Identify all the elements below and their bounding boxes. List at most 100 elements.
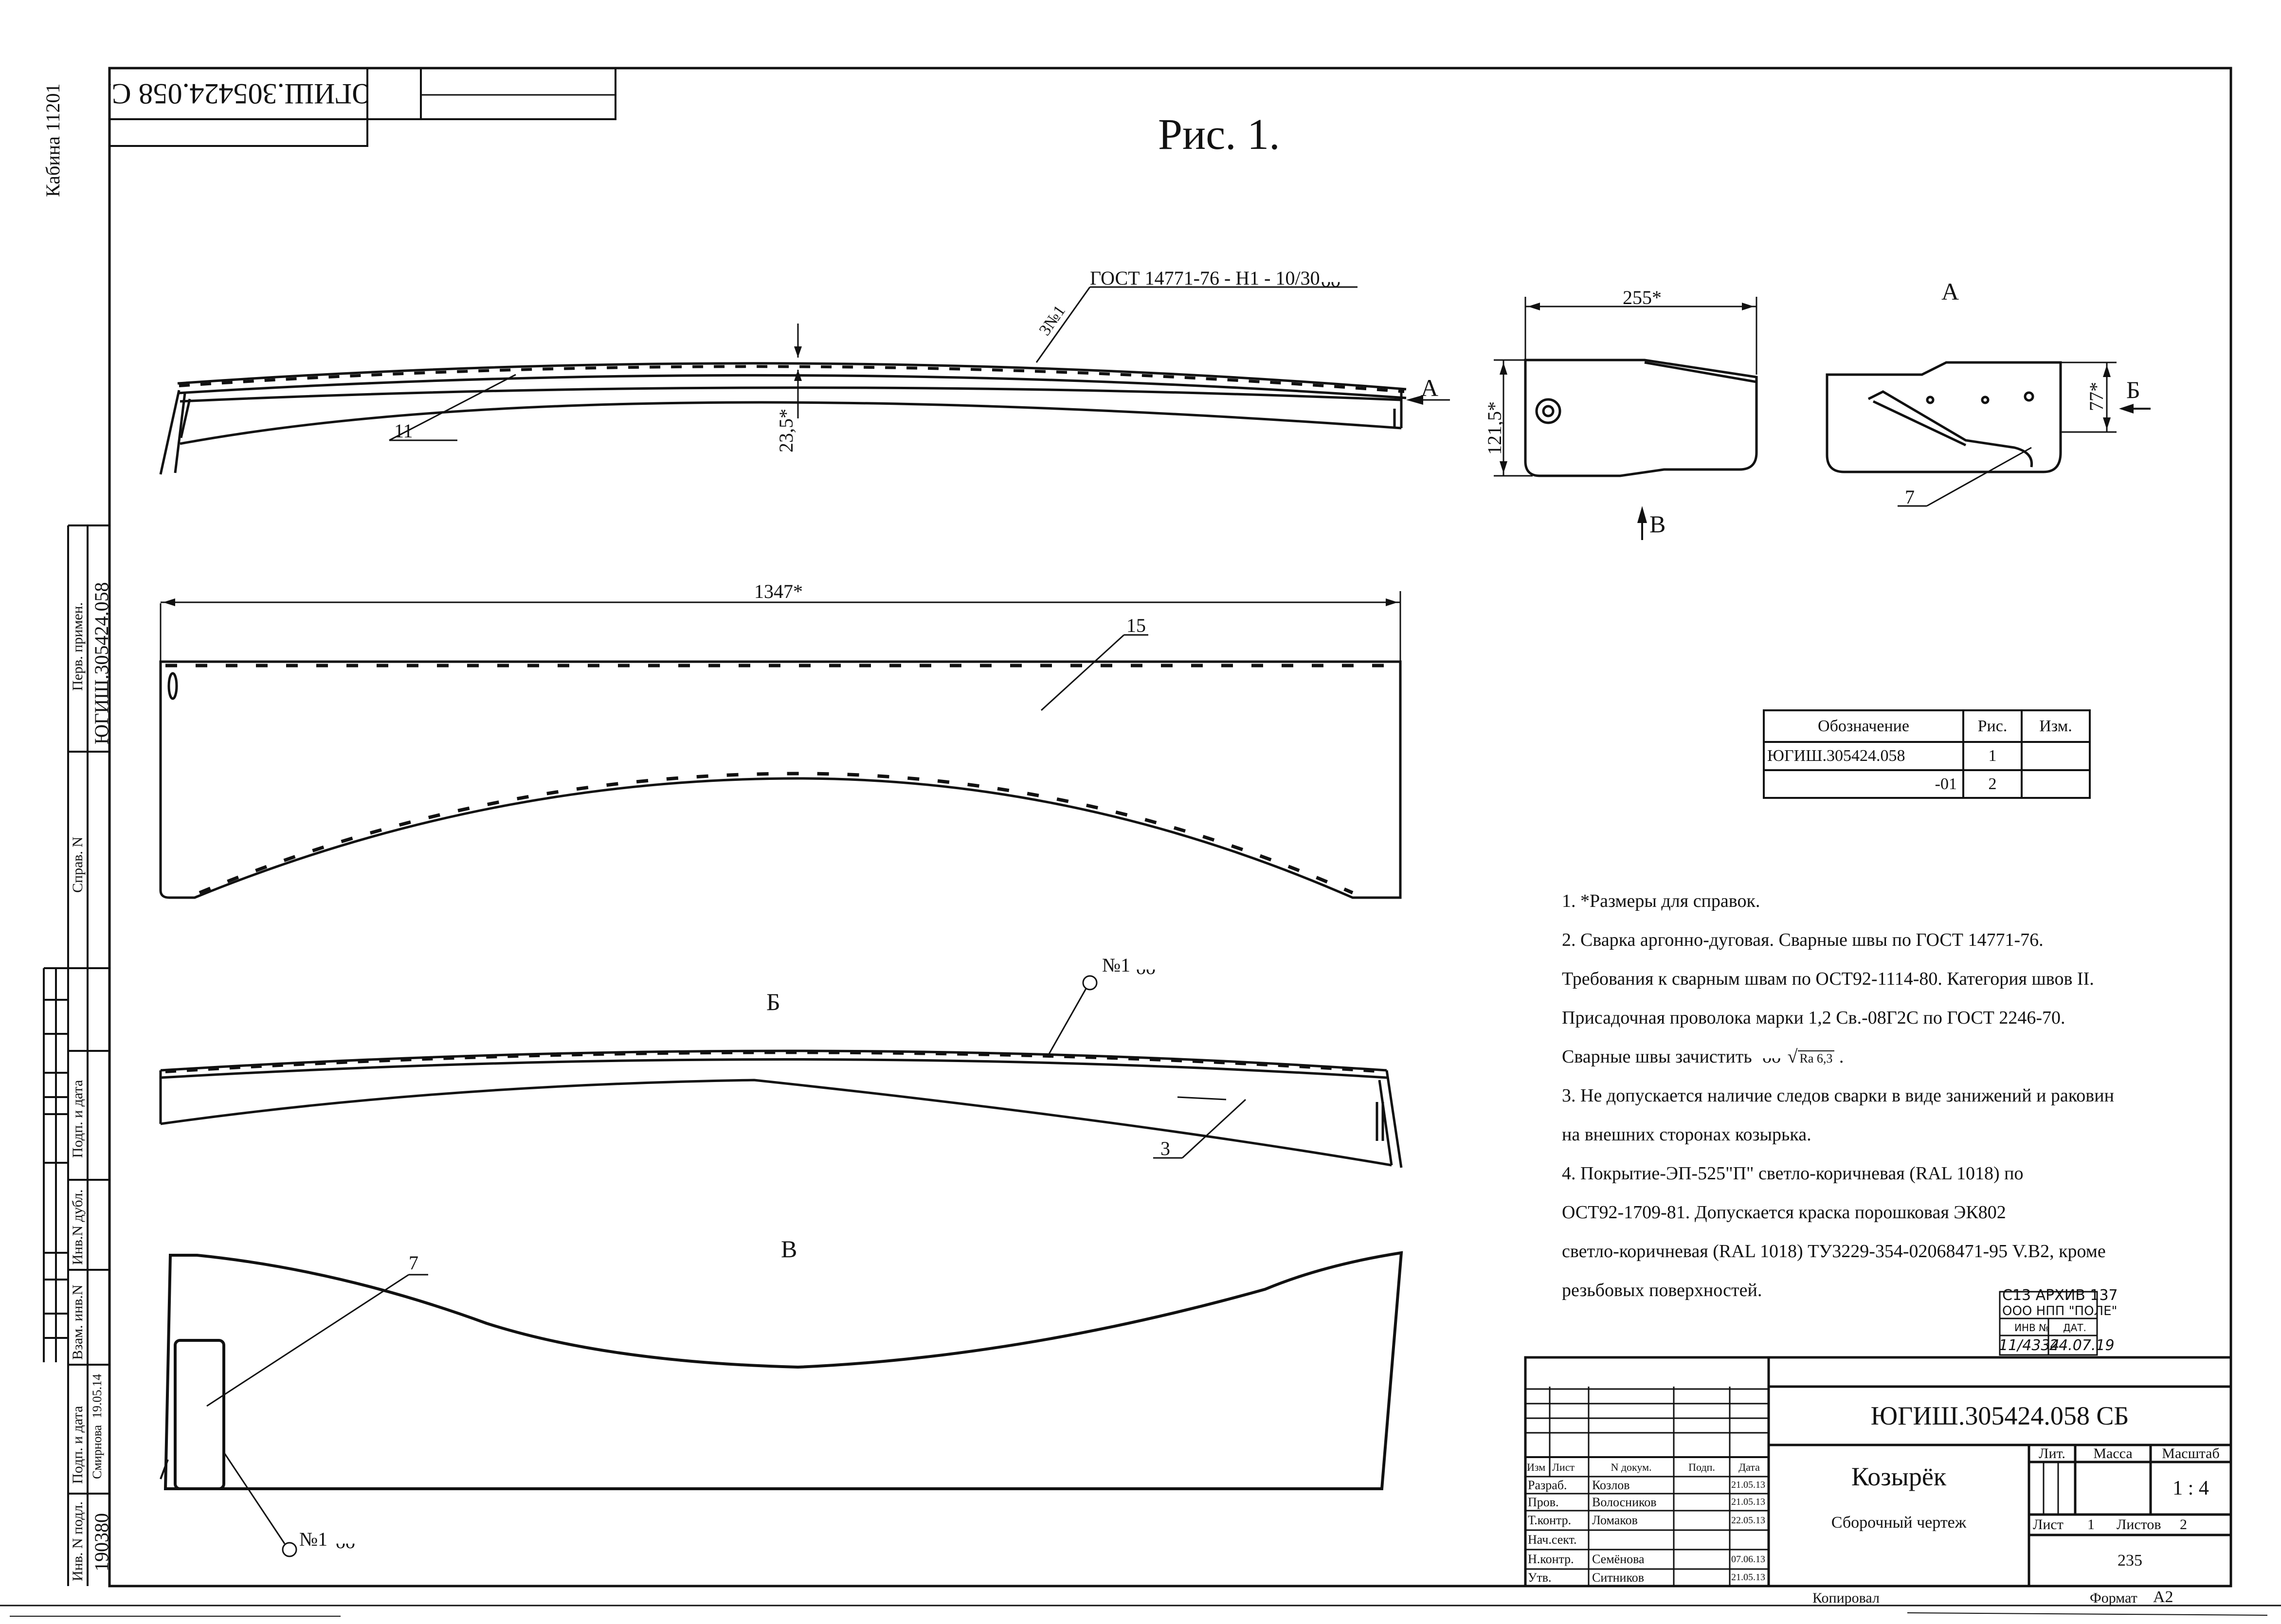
weld-label-b: №1 xyxy=(1102,954,1131,976)
variants-row-2-designation: -01 xyxy=(1935,775,1957,793)
title-name-approved: Ситников xyxy=(1592,1570,1645,1585)
title-role-norm-control: Н.контр. xyxy=(1528,1552,1574,1566)
side-strip xyxy=(43,524,109,1586)
variants-table-grid xyxy=(1763,709,2091,799)
note-line: 2. Сварка аргонно-дуговая. Сварные швы п… xyxy=(1562,930,2044,950)
title-date-tech-control: 22.05.13 xyxy=(1731,1515,1765,1526)
variants-row-1-change xyxy=(2022,742,2090,770)
variants-row-2-change xyxy=(2022,770,2090,798)
note-line: резьбовых поверхностей. xyxy=(1562,1280,1762,1300)
title-lit-label: Лит. xyxy=(2039,1445,2065,1462)
title-name-tech-control: Ломаков xyxy=(1592,1513,1638,1527)
title-name: Козырёк xyxy=(1851,1462,1947,1491)
dim-height-view-a: 77* xyxy=(2085,382,2107,411)
position-7-view-v: 7 xyxy=(409,1252,418,1274)
figure-title: Рис. 1. xyxy=(1158,110,1280,159)
title-col-date: Дата xyxy=(1738,1461,1760,1473)
title-role-checker: Пров. xyxy=(1528,1495,1559,1509)
position-11: 11 xyxy=(394,420,413,442)
variants-header-designation: Обозначение xyxy=(1818,717,1909,735)
title-designation: ЮГИШ.305424.058 СБ xyxy=(1870,1401,2129,1430)
inv-dubl-label: Инв.N дубл. xyxy=(70,1189,86,1265)
perv-primen-label: Перв. примен. xyxy=(70,602,86,691)
position-7-view-a: 7 xyxy=(1905,486,1915,508)
arrow-v-head xyxy=(1637,506,1647,523)
inv-podl-value: 190380 xyxy=(91,1513,112,1571)
note-line-text: Сварные швы зачистить xyxy=(1562,1047,1752,1067)
weld-symbol-v: ᴗᴗ xyxy=(336,1531,355,1552)
archive-stamp-date-value: 24.07.19 xyxy=(2049,1337,2115,1354)
sprav-label: Справ. N xyxy=(70,836,86,893)
title-sheets-label: Листов xyxy=(2117,1516,2161,1533)
title-date-approved: 21.05.13 xyxy=(1731,1572,1765,1583)
note-line: 4. Покрытие-ЭП-525"П" светло-коричневая … xyxy=(1562,1163,2024,1184)
vzam-inv-label: Взам. инв.N xyxy=(70,1284,86,1360)
note-line: Требования к сварным швам по ОСТ92-1114-… xyxy=(1562,969,2094,989)
title-role-developer: Разраб. xyxy=(1528,1478,1567,1492)
weld-symbol-note: ᴗᴗ xyxy=(1762,1047,1781,1067)
dim-height-center: 23,5* xyxy=(775,409,797,452)
title-name-norm-control: Семёнова xyxy=(1592,1552,1645,1566)
view-a-title: А xyxy=(1941,278,1959,305)
archive-stamp-date-label: ДАТ. xyxy=(2063,1322,2086,1334)
plan-view xyxy=(159,660,1402,899)
title-scale-label: Масштаб xyxy=(2162,1445,2220,1462)
variants-header-fig: Рис. xyxy=(1977,717,2008,735)
title-sheets-value: 2 xyxy=(2180,1516,2187,1533)
position-15: 15 xyxy=(1126,614,1146,636)
title-name-checker: Волосников xyxy=(1592,1495,1657,1509)
variants-row-1-fig: 1 xyxy=(1988,747,1997,765)
dim-length: 1347* xyxy=(754,580,803,602)
roughness-tail: . xyxy=(1839,1047,1844,1067)
podp-data-label-2: Подп. и дата xyxy=(70,1406,86,1484)
podp-signer: Смирнова xyxy=(90,1425,104,1479)
title-sheet-value: 1 xyxy=(2087,1516,2095,1533)
note-line: на внешних сторонах козырька. xyxy=(1562,1124,1811,1145)
perv-primen-value: ЮГИШ.305424.058 xyxy=(91,582,112,744)
title-col-izm: Изм xyxy=(1527,1461,1546,1473)
archive-stamp-inv-value: 11/4334 xyxy=(1999,1337,2060,1354)
drawing-frame xyxy=(108,67,2232,1588)
inv-podl-label: Инв. N подл. xyxy=(70,1501,86,1581)
view-a xyxy=(1826,361,2062,473)
roughness-check-icon: √ xyxy=(1787,1047,1798,1067)
view-v xyxy=(163,1251,1403,1490)
weld-label-v: №1 xyxy=(299,1528,328,1550)
podp-date: 19.05.14 xyxy=(90,1374,104,1418)
archive-stamp-frame xyxy=(1999,1291,2098,1356)
archive-stamp-inv-label: ИНВ № xyxy=(2014,1322,2049,1334)
position-3: 3 xyxy=(1160,1137,1170,1159)
title-col-doc-num: N докум. xyxy=(1611,1461,1652,1473)
title-date-checker: 21.05.13 xyxy=(1731,1497,1765,1507)
title-role-section-head: Нач.сект. xyxy=(1528,1533,1577,1547)
title-col-sign: Подп. xyxy=(1688,1461,1715,1473)
variants-row-1-designation: ЮГИШ.305424.058 xyxy=(1767,747,1905,765)
arrow-a-head xyxy=(1406,395,1423,405)
copied-label: Копировал xyxy=(1812,1590,1880,1606)
note-line: Присадочная проволока марки 1,2 Св.-08Г2… xyxy=(1562,1008,2065,1028)
roughness-value: Ra 6,3 xyxy=(1797,1050,1835,1065)
cabin-label: Кабина 11201 xyxy=(42,83,64,197)
title-date-norm-control: 07.06.13 xyxy=(1731,1553,1765,1565)
view-b-title: Б xyxy=(766,988,780,1015)
weld-callout-top: ГОСТ 14771-76 - Н1 - 10/30 xyxy=(1090,267,1320,289)
weld-symbol-top: ᴗᴗ xyxy=(1321,269,1340,291)
side-section-view xyxy=(1524,359,1758,477)
format-value: А2 xyxy=(2153,1588,2173,1606)
dim-width-side: 255* xyxy=(1623,287,1662,308)
archive-stamp-line2: ООО НПП "ПОЛЕ" xyxy=(2002,1304,2118,1318)
weld-symbol-b: ᴗᴗ xyxy=(1136,956,1156,978)
archive-stamp-line1: С13 АРХИВ 137 xyxy=(2002,1287,2118,1304)
arrow-b-head xyxy=(2119,404,2134,414)
title-mass-label: Масса xyxy=(2093,1445,2133,1462)
title-sheet-label: Лист xyxy=(2033,1516,2064,1533)
title-org-code: 235 xyxy=(2118,1551,2142,1570)
format-label: Формат xyxy=(2090,1590,2137,1606)
title-scale-value: 1 : 4 xyxy=(2172,1477,2209,1499)
arrow-b-label: Б xyxy=(2126,376,2140,403)
profile-view xyxy=(159,362,1407,475)
title-role-approved: Утв. xyxy=(1528,1570,1552,1585)
view-b xyxy=(159,1049,1403,1168)
dim-height-side: 121,5* xyxy=(1484,401,1505,455)
title-block-grid xyxy=(1524,1356,2232,1588)
